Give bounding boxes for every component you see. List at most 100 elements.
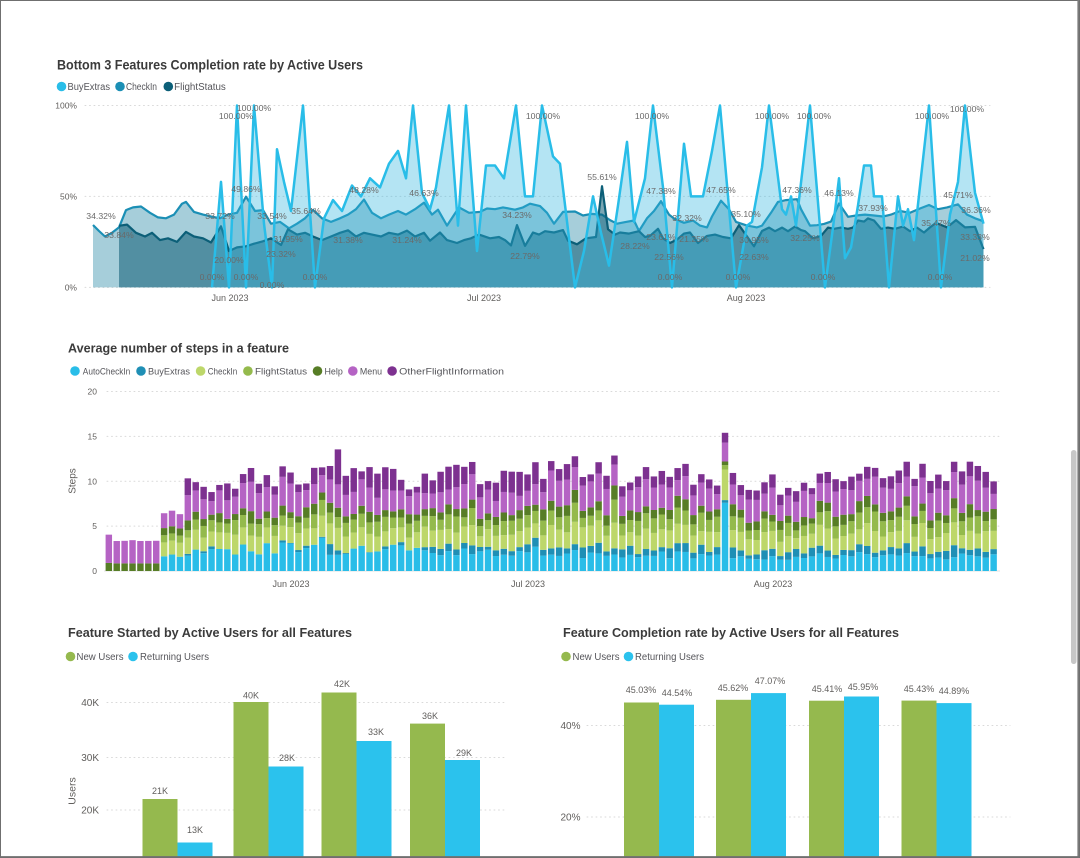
svg-text:49.86%: 49.86% [231,184,261,194]
svg-text:BuyExtras: BuyExtras [68,82,111,93]
svg-text:0.00%: 0.00% [200,272,225,282]
svg-text:Average number of steps in a f: Average number of steps in a feature [68,342,289,356]
svg-text:BuyExtras: BuyExtras [148,367,190,378]
svg-text:32.32%: 32.32% [672,213,702,223]
svg-text:44.54%: 44.54% [662,688,693,698]
svg-text:22.63%: 22.63% [739,252,769,262]
svg-text:46.63%: 46.63% [409,188,439,198]
svg-text:44.89%: 44.89% [939,686,970,696]
svg-text:47.38%: 47.38% [646,186,676,196]
svg-text:Feature Completion rate by Act: Feature Completion rate by Active Users … [563,625,899,640]
svg-text:Steps: Steps [68,468,79,494]
svg-text:Feature Started by Active User: Feature Started by Active Users for all … [68,625,352,640]
svg-text:New Users: New Users [573,652,620,663]
svg-text:30.95%: 30.95% [739,235,769,245]
svg-text:100.00%: 100.00% [526,111,561,121]
svg-text:15: 15 [88,431,98,441]
svg-text:Jul 2023: Jul 2023 [511,579,545,589]
svg-text:31.95%: 31.95% [273,234,303,244]
svg-text:30K: 30K [81,753,99,764]
svg-text:45.03%: 45.03% [626,685,657,695]
svg-text:47.07%: 47.07% [755,676,786,686]
svg-text:Bottom 3 Features Completion r: Bottom 3 Features Completion rate by Act… [57,57,363,73]
svg-text:0.00%: 0.00% [658,272,683,282]
svg-text:55.61%: 55.61% [587,172,617,182]
svg-text:0%: 0% [65,282,78,292]
svg-text:28K: 28K [279,753,295,763]
svg-text:Help: Help [325,367,343,378]
svg-text:100.00%: 100.00% [219,111,254,121]
svg-text:23.32%: 23.32% [266,249,296,259]
svg-text:100.00%: 100.00% [915,111,950,121]
svg-text:Menu: Menu [360,367,382,378]
svg-text:Aug 2023: Aug 2023 [727,293,766,303]
svg-text:5: 5 [92,521,97,531]
svg-text:35.47%: 35.47% [921,218,951,228]
svg-text:Jun 2023: Jun 2023 [272,579,309,589]
svg-text:29K: 29K [456,748,472,758]
svg-text:100.00%: 100.00% [797,111,832,121]
svg-text:45.95%: 45.95% [848,682,879,692]
svg-text:50%: 50% [60,191,77,201]
svg-text:OtherFlightInformation: OtherFlightInformation [399,367,504,378]
svg-text:31.24%: 31.24% [392,235,422,245]
svg-text:45.71%: 45.71% [943,190,973,200]
svg-text:37.93%: 37.93% [858,203,888,213]
svg-text:20K: 20K [81,806,99,817]
svg-text:20.00%: 20.00% [214,255,244,265]
svg-text:32.25%: 32.25% [790,233,820,243]
svg-text:23.61%: 23.61% [646,232,676,242]
svg-text:Users: Users [67,777,79,804]
svg-text:34.32%: 34.32% [86,211,116,221]
svg-text:CheckIn: CheckIn [126,82,157,93]
svg-text:100.00%: 100.00% [635,111,670,121]
svg-text:20%: 20% [560,813,580,824]
svg-text:45.62%: 45.62% [718,683,749,693]
svg-text:42K: 42K [334,679,350,689]
svg-text:0.00%: 0.00% [811,272,836,282]
svg-text:New Users: New Users [77,652,124,663]
svg-text:0.00%: 0.00% [928,272,953,282]
svg-text:40K: 40K [243,691,259,701]
svg-text:40K: 40K [81,698,99,709]
svg-text:47.65%: 47.65% [706,185,736,195]
svg-text:33K: 33K [368,727,384,737]
svg-text:100.00%: 100.00% [755,111,790,121]
svg-text:31.38%: 31.38% [333,235,363,245]
svg-text:45.41%: 45.41% [812,684,843,694]
svg-text:0.00%: 0.00% [726,272,751,282]
svg-text:FlightStatus: FlightStatus [174,82,226,93]
svg-text:46.13%: 46.13% [824,188,854,198]
svg-text:36.36%: 36.36% [961,205,991,215]
svg-text:33.84%: 33.84% [104,230,134,240]
svg-text:CheckIn: CheckIn [208,367,238,378]
svg-text:35.64%: 35.64% [291,206,321,216]
svg-text:33.54%: 33.54% [257,211,287,221]
svg-text:10: 10 [88,476,98,486]
svg-text:Returning Users: Returning Users [140,652,209,663]
svg-text:21.25%: 21.25% [679,234,709,244]
svg-text:100.00%: 100.00% [237,103,272,113]
svg-text:0.00%: 0.00% [260,280,285,290]
svg-text:22.79%: 22.79% [510,251,540,261]
svg-text:Aug 2023: Aug 2023 [754,579,793,589]
svg-text:47.36%: 47.36% [782,185,812,195]
svg-text:34.23%: 34.23% [502,210,532,220]
svg-text:AutoCheckIn: AutoCheckIn [83,367,131,378]
svg-text:36K: 36K [422,711,438,721]
svg-text:40%: 40% [560,721,580,732]
svg-text:0.00%: 0.00% [234,272,259,282]
svg-text:13K: 13K [187,825,203,835]
svg-text:45.43%: 45.43% [904,684,935,694]
svg-text:Jul 2023: Jul 2023 [467,293,501,303]
svg-text:0.00%: 0.00% [303,272,328,282]
svg-text:28.22%: 28.22% [620,241,650,251]
svg-text:21K: 21K [152,786,168,796]
svg-text:Returning Users: Returning Users [635,652,704,663]
svg-text:48.28%: 48.28% [349,185,379,195]
svg-text:33.33%: 33.33% [960,232,990,242]
svg-text:20: 20 [88,387,98,397]
svg-text:22.56%: 22.56% [654,252,684,262]
svg-text:35.10%: 35.10% [731,209,761,219]
svg-text:33.72%: 33.72% [205,211,235,221]
